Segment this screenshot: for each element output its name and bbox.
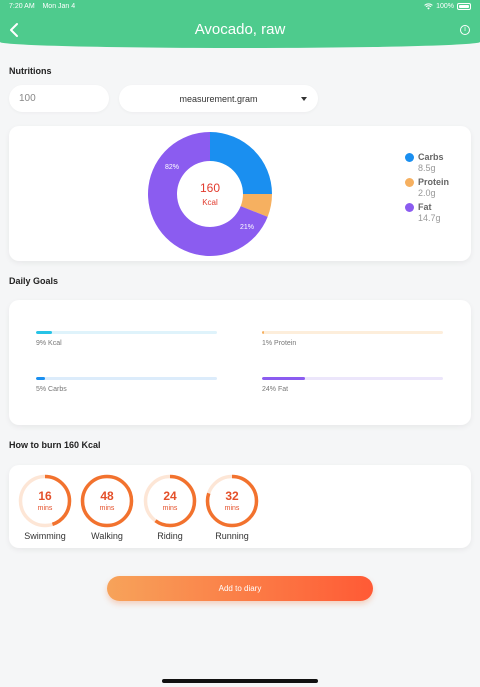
wifi-icon bbox=[424, 3, 433, 10]
legend-dot-carbs bbox=[405, 153, 414, 162]
goal-protein-fill bbox=[262, 331, 264, 334]
unit-select-value: measurement.gram bbox=[179, 94, 258, 104]
daily-goals-title: Daily Goals bbox=[9, 276, 59, 286]
status-time: 7:20 AM bbox=[9, 3, 35, 10]
carbs-percent-label: 21% bbox=[240, 224, 254, 231]
goal-kcal-fill bbox=[36, 331, 53, 334]
donut-slice-carbs bbox=[210, 132, 272, 194]
burn-item-swimming: 16 mins Swimming bbox=[18, 474, 72, 541]
goal-fat-fill bbox=[262, 377, 306, 380]
burn-ring-running bbox=[205, 474, 259, 528]
nutritions-title: Nutritions bbox=[9, 66, 52, 76]
burn-item-running: 32 mins Running bbox=[205, 474, 259, 541]
goal-fat: 24% Fat bbox=[262, 377, 443, 393]
burn-ring-walking bbox=[80, 474, 134, 528]
legend-dot-protein bbox=[405, 178, 414, 187]
legend-item-fat: Fat 14.7g bbox=[405, 202, 449, 223]
chevron-left-icon[interactable] bbox=[8, 22, 22, 38]
burn-title: How to burn 160 Kcal bbox=[9, 440, 101, 450]
ring-progress bbox=[80, 474, 134, 528]
goal-kcal: 9% Kcal bbox=[36, 331, 217, 347]
app-header: 7:20 AM Mon Jan 4 100% Avocado, raw i bbox=[0, 0, 480, 48]
page-title: Avocado, raw bbox=[194, 21, 286, 38]
battery-percent: 100% bbox=[436, 3, 454, 10]
macro-legend: Carbs 8.5g Protein 2.0g Fat 14.7g bbox=[405, 152, 449, 227]
ring-progress bbox=[205, 474, 259, 528]
legend-dot-fat bbox=[405, 203, 414, 212]
donut-slice-fat bbox=[148, 132, 268, 256]
legend-item-protein: Protein 2.0g bbox=[405, 177, 449, 198]
battery-icon bbox=[457, 3, 471, 10]
goal-carbs-fill bbox=[36, 377, 46, 380]
quantity-input[interactable]: 100 bbox=[9, 85, 109, 112]
fat-percent-label: 82% bbox=[165, 164, 179, 171]
burn-card: 16 mins Swimming 48 mins Walking 24 mins… bbox=[9, 465, 471, 548]
legend-item-carbs: Carbs 8.5g bbox=[405, 152, 449, 173]
macro-chart-card: 82% 21% 160 Kcal Carbs 8.5g Protein 2.0g… bbox=[9, 126, 471, 261]
donut-center-value: 160 bbox=[200, 181, 220, 195]
status-date: Mon Jan 4 bbox=[42, 3, 76, 10]
daily-goals-card: 9% Kcal 1% Protein 5% Carbs 24% Fat bbox=[9, 300, 471, 425]
add-to-diary-button[interactable]: Add to diary bbox=[107, 576, 373, 601]
burn-item-riding: 24 mins Riding bbox=[143, 474, 197, 541]
status-bar: 7:20 AM Mon Jan 4 100% bbox=[9, 3, 471, 13]
caret-down-icon bbox=[301, 97, 307, 101]
burn-item-walking: 48 mins Walking bbox=[80, 474, 134, 541]
burn-ring-swimming bbox=[18, 474, 72, 528]
info-icon[interactable]: i bbox=[460, 25, 470, 35]
burn-ring-riding bbox=[143, 474, 197, 528]
donut-slice-protein bbox=[240, 194, 272, 217]
donut-center-unit: Kcal bbox=[202, 198, 218, 207]
unit-select[interactable]: measurement.gram bbox=[119, 85, 318, 112]
ring-progress bbox=[143, 474, 197, 528]
macro-donut: 82% 21% 160 Kcal bbox=[148, 132, 272, 256]
home-indicator bbox=[162, 679, 318, 683]
goal-protein: 1% Protein bbox=[262, 331, 443, 347]
goal-carbs: 5% Carbs bbox=[36, 377, 217, 393]
ring-progress bbox=[18, 474, 72, 528]
